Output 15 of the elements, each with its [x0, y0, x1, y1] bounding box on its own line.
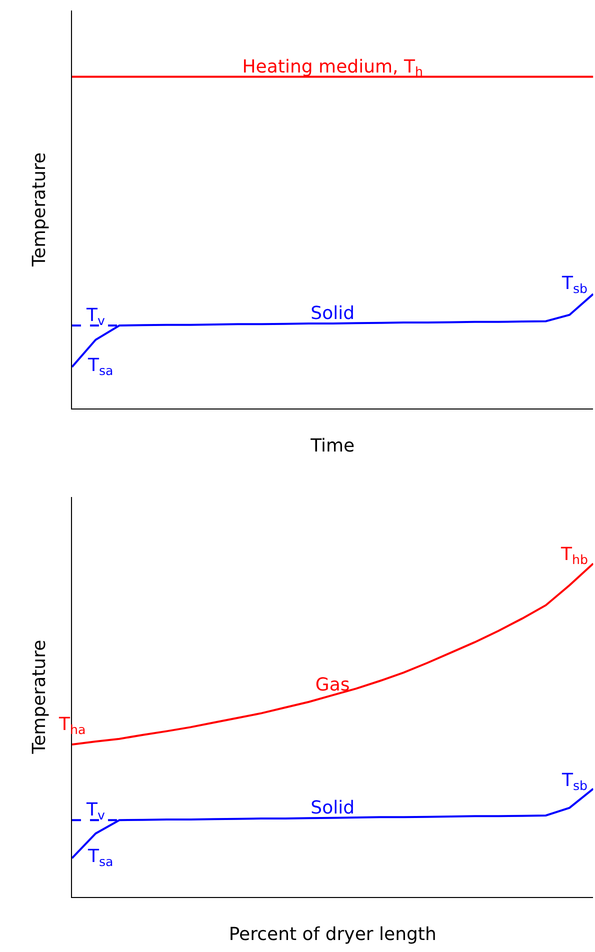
annotation: T$_{sa}$	[87, 355, 114, 378]
annotation: T$_{sb}$	[561, 770, 588, 793]
series-label: Solid	[310, 303, 355, 324]
x-axis-title: Percent of dryer length	[228, 924, 436, 945]
series-label: T$_{v}$	[85, 800, 106, 822]
series-label: Heating medium, T$_{h}$	[242, 56, 423, 80]
series-label: T$_{v}$	[85, 305, 106, 328]
annotation: T$_{sb}$	[561, 273, 588, 296]
series-label: Gas	[315, 674, 350, 696]
y-axis-title: Temperature	[29, 152, 50, 268]
y-axis-title: Temperature	[29, 640, 50, 755]
annotation: T$_{sa}$	[87, 846, 114, 869]
series-label: Solid	[310, 797, 355, 818]
x-axis-title: Time	[310, 436, 355, 457]
annotation: T$_{hb}$	[560, 544, 588, 567]
